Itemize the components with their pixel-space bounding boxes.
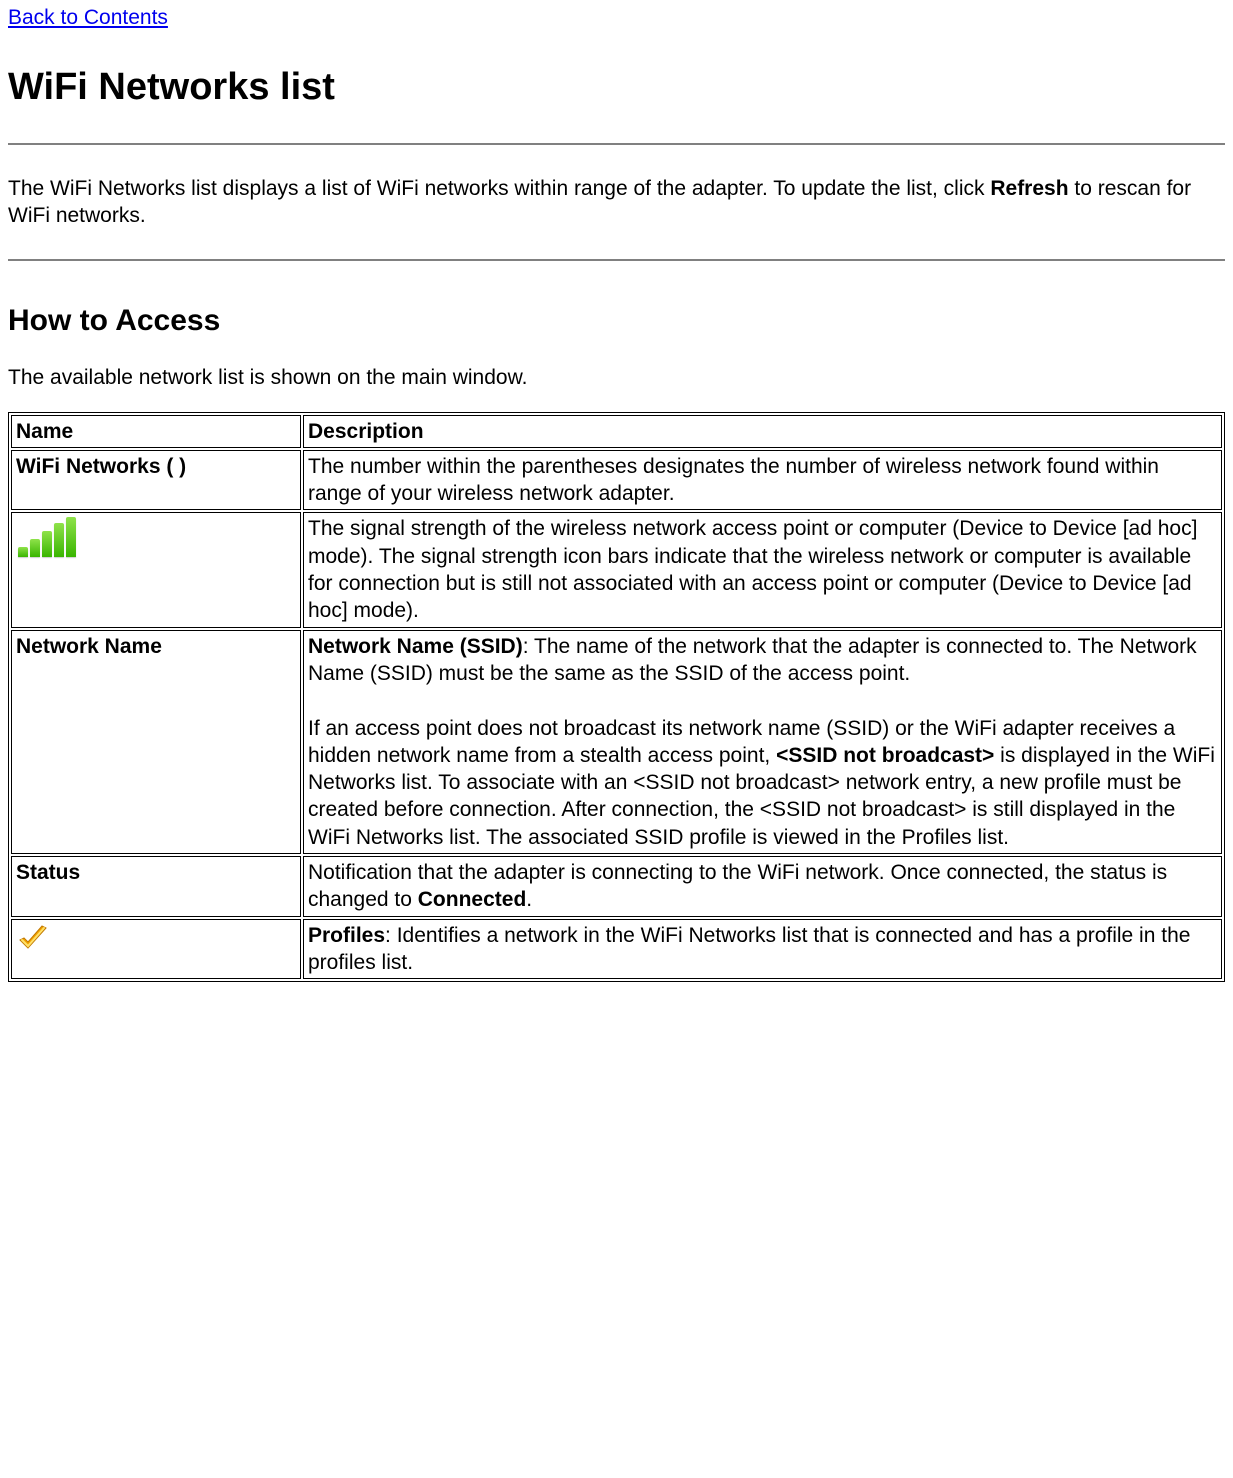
- table-row: Network Name Network Name (SSID): The na…: [11, 630, 1222, 854]
- section-lead: The available network list is shown on t…: [8, 364, 1225, 391]
- status-post: .: [526, 888, 532, 911]
- definitions-table: Name Description WiFi Networks ( ) The n…: [8, 412, 1225, 983]
- network-name-p1: Network Name (SSID): The name of the net…: [308, 633, 1217, 688]
- table-row: Status Notification that the adapter is …: [11, 856, 1222, 917]
- table-row: Profiles: Identifies a network in the Wi…: [11, 919, 1222, 980]
- row-status-name: Status: [11, 856, 301, 917]
- profiles-rest: : Identifies a network in the WiFi Netwo…: [308, 924, 1190, 974]
- intro-text-pre: The WiFi Networks list displays a list o…: [8, 177, 990, 200]
- back-to-contents-link[interactable]: Back to Contents: [8, 4, 168, 31]
- row-status-desc: Notification that the adapter is connect…: [303, 856, 1222, 917]
- network-name-p2: If an access point does not broadcast it…: [308, 715, 1217, 851]
- row-network-name-desc: Network Name (SSID): The name of the net…: [303, 630, 1222, 854]
- profiles-bold: Profiles: [308, 924, 385, 947]
- row-profiles-desc: Profiles: Identifies a network in the Wi…: [303, 919, 1222, 980]
- signal-strength-icon: [16, 515, 76, 557]
- network-name-p2-bold: <SSID not broadcast>: [776, 744, 994, 767]
- profile-checkmark-icon: [16, 922, 50, 954]
- header-name: Name: [11, 415, 301, 448]
- row-signal-desc: The signal strength of the wireless netw…: [303, 512, 1222, 627]
- table-row: The signal strength of the wireless netw…: [11, 512, 1222, 627]
- row-profiles-icon-cell: [11, 919, 301, 980]
- document-page: Back to Contents WiFi Networks list The …: [0, 0, 1233, 1022]
- row-wifi-networks-desc: The number within the parentheses design…: [303, 450, 1222, 511]
- table-row: WiFi Networks ( ) The number within the …: [11, 450, 1222, 511]
- table-header-row: Name Description: [11, 415, 1222, 448]
- page-title: WiFi Networks list: [8, 63, 1225, 112]
- intro-paragraph: The WiFi Networks list displays a list o…: [8, 175, 1225, 230]
- horizontal-rule: [8, 259, 1225, 261]
- status-bold-connected: Connected: [418, 888, 527, 911]
- network-name-p1-bold: Network Name (SSID): [308, 635, 523, 658]
- row-network-name-name: Network Name: [11, 630, 301, 854]
- section-title-how-to-access: How to Access: [8, 301, 1225, 340]
- intro-bold-refresh: Refresh: [990, 177, 1068, 200]
- row-signal-icon-cell: [11, 512, 301, 627]
- horizontal-rule: [8, 143, 1225, 145]
- row-wifi-networks-name: WiFi Networks ( ): [11, 450, 301, 511]
- header-description: Description: [303, 415, 1222, 448]
